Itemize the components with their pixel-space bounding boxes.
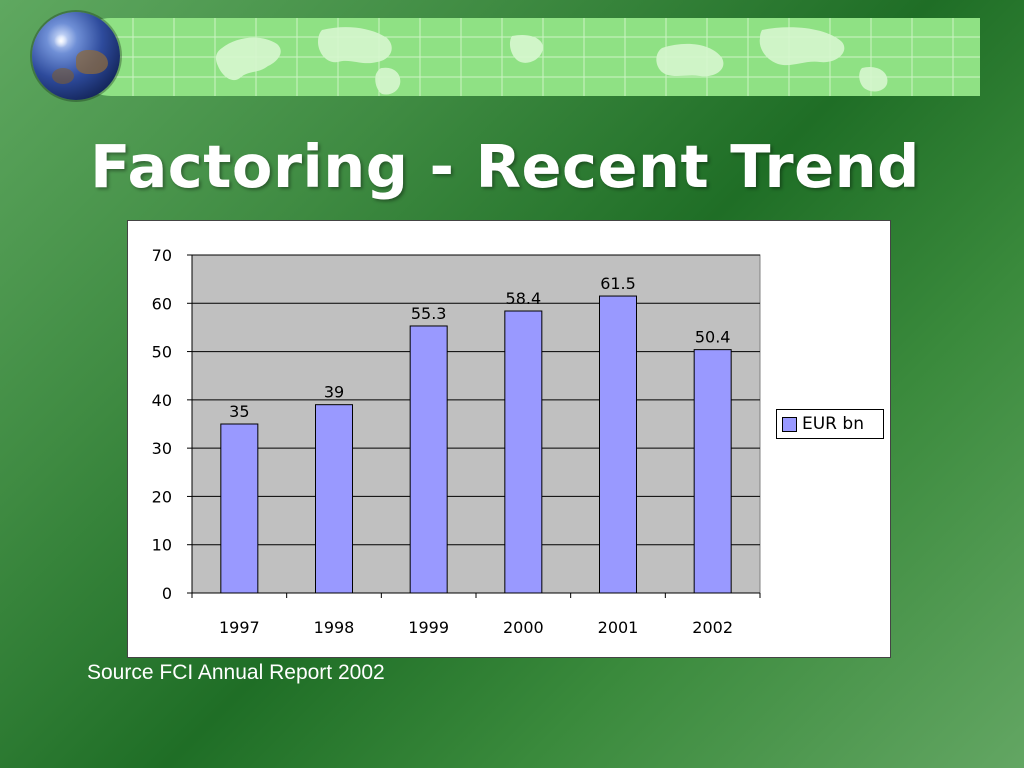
x-tick-label: 2002 [692, 618, 733, 637]
data-label: 58.4 [506, 289, 542, 308]
legend-swatch [782, 416, 797, 432]
y-tick-label: 20 [152, 487, 172, 506]
y-tick-label: 10 [152, 536, 172, 555]
y-tick-label: 70 [152, 246, 172, 265]
globe-land-shape [76, 50, 108, 74]
header-banner [72, 18, 980, 96]
x-tick-label: 1999 [408, 618, 449, 637]
bar [504, 310, 543, 594]
bar [315, 404, 353, 594]
y-tick-label: 0 [162, 584, 172, 603]
bar [220, 423, 259, 594]
bar [409, 325, 448, 594]
x-tick-label: 1998 [314, 618, 355, 637]
globe-land-shape [52, 68, 74, 84]
bar [693, 349, 732, 594]
world-map-icon [72, 18, 980, 96]
globe-highlight [54, 34, 68, 48]
data-label: 55.3 [411, 304, 447, 323]
y-tick-label: 30 [152, 439, 172, 458]
x-tick-label: 2000 [503, 618, 544, 637]
data-label: 61.5 [600, 274, 636, 293]
chart-legend: EUR bn [776, 409, 884, 439]
x-tick-label: 1997 [219, 618, 260, 637]
bar-chart: 0 10 20 30 40 50 60 70 35 1997 39 1998 55.3 1999 58.4 2… [127, 220, 891, 658]
globe-icon [32, 12, 120, 100]
source-note: Source FCI Annual Report 2002 [87, 661, 385, 684]
data-label: 50.4 [695, 328, 731, 347]
data-label: 35 [229, 402, 249, 421]
data-label: 39 [324, 383, 344, 402]
slide-title: Factoring - Recent Trend [90, 132, 920, 201]
y-tick-label: 50 [152, 343, 172, 362]
bar [599, 295, 637, 594]
x-tick-label: 2001 [598, 618, 639, 637]
legend-label: EUR bn [802, 414, 864, 434]
y-tick-label: 40 [152, 391, 172, 410]
y-tick-label: 60 [152, 294, 172, 313]
plot-area [191, 254, 761, 594]
chart-canvas: 0 10 20 30 40 50 60 70 35 1997 39 1998 55.3 1999 58.4 2… [152, 246, 761, 637]
